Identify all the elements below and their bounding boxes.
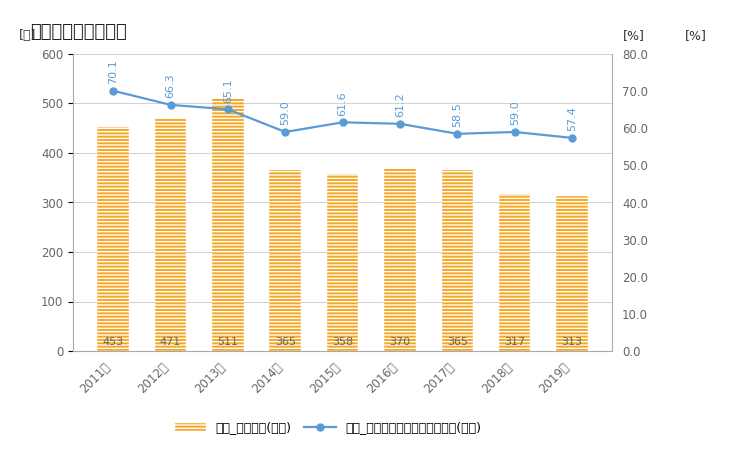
Text: [%]: [%] bbox=[685, 29, 707, 42]
Text: 木造建範物数の推移: 木造建範物数の推移 bbox=[30, 23, 127, 41]
Text: 313: 313 bbox=[561, 337, 582, 347]
Text: 365: 365 bbox=[447, 337, 468, 347]
Text: 66.3: 66.3 bbox=[165, 73, 176, 98]
Bar bbox=[327, 174, 359, 351]
Text: 370: 370 bbox=[389, 337, 410, 347]
Bar bbox=[442, 170, 473, 351]
Text: 61.2: 61.2 bbox=[395, 92, 405, 117]
Text: 453: 453 bbox=[103, 337, 124, 347]
Text: 59.0: 59.0 bbox=[510, 100, 520, 125]
Text: 317: 317 bbox=[504, 337, 526, 347]
Bar bbox=[155, 118, 187, 351]
Bar bbox=[499, 194, 531, 351]
Text: 511: 511 bbox=[217, 337, 238, 347]
Text: 70.1: 70.1 bbox=[108, 59, 118, 84]
Text: 59.0: 59.0 bbox=[280, 100, 290, 125]
Bar bbox=[98, 127, 129, 351]
Bar bbox=[270, 170, 301, 351]
Bar bbox=[212, 98, 243, 351]
Text: 471: 471 bbox=[160, 337, 182, 347]
Text: [%]: [%] bbox=[623, 29, 645, 42]
Text: 365: 365 bbox=[275, 337, 296, 347]
Legend: 木造_建範物数(左軸), 木造_全建範物数にしめるシェア(右軸): 木造_建範物数(左軸), 木造_全建範物数にしめるシェア(右軸) bbox=[170, 416, 486, 439]
Text: 61.6: 61.6 bbox=[338, 91, 348, 116]
Text: 358: 358 bbox=[332, 337, 353, 347]
Text: 58.5: 58.5 bbox=[453, 103, 462, 127]
Bar bbox=[384, 168, 416, 351]
Text: 57.4: 57.4 bbox=[567, 106, 577, 131]
Bar bbox=[556, 196, 588, 351]
Text: [棟]: [棟] bbox=[19, 29, 36, 42]
Text: 65.1: 65.1 bbox=[223, 78, 233, 103]
